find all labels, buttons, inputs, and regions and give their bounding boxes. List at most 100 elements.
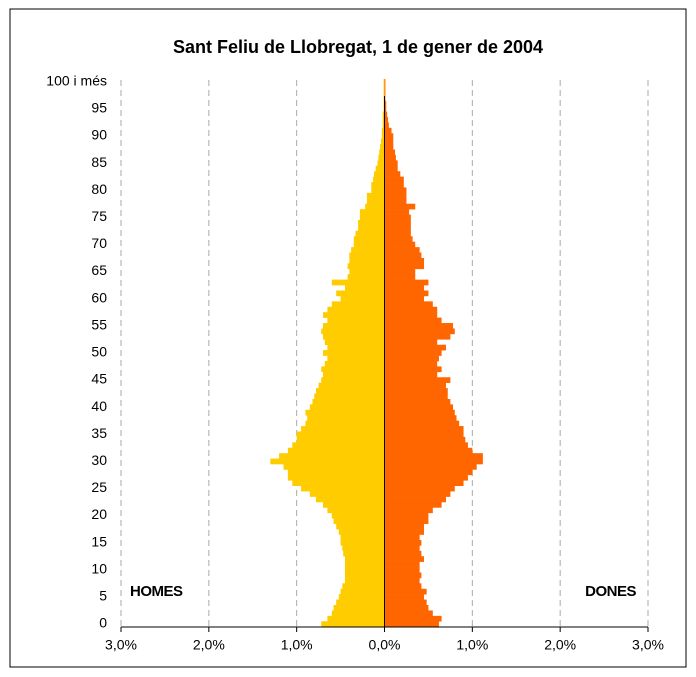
x-tick-label: 1,0% — [281, 637, 313, 653]
bar — [340, 534, 385, 541]
bar — [384, 523, 425, 530]
bar — [384, 377, 451, 383]
bar — [371, 187, 385, 194]
bar — [287, 469, 385, 476]
bar — [384, 480, 464, 487]
y-tick-label: 75 — [91, 208, 107, 224]
bar — [384, 274, 416, 280]
bar — [384, 621, 439, 628]
bar — [358, 225, 385, 232]
bar — [384, 501, 442, 508]
y-tick-label: 0 — [99, 615, 107, 631]
bar — [384, 236, 413, 242]
bar — [318, 382, 385, 389]
bar — [340, 295, 385, 302]
bar — [384, 360, 438, 367]
bar — [384, 106, 387, 112]
bar — [340, 588, 385, 595]
bar — [384, 182, 404, 188]
bar — [384, 366, 442, 373]
bar — [347, 263, 385, 270]
bar — [301, 426, 385, 432]
y-tick-label: 15 — [91, 533, 107, 549]
bar — [384, 469, 473, 476]
bar — [296, 436, 385, 443]
bar — [283, 464, 385, 470]
bar — [359, 214, 385, 221]
bar — [384, 610, 433, 617]
bar — [384, 398, 451, 405]
bar — [384, 144, 394, 150]
y-tick-label: 40 — [91, 398, 107, 414]
y-tick-label: 50 — [91, 344, 107, 360]
bar — [384, 306, 438, 313]
bar — [312, 398, 385, 405]
bar — [384, 588, 427, 595]
bar — [307, 415, 385, 421]
bar — [384, 116, 389, 123]
bar — [270, 458, 385, 465]
bar — [321, 366, 385, 373]
bar — [384, 404, 454, 411]
y-tick-label: 30 — [91, 452, 107, 468]
bar — [384, 187, 407, 194]
bar — [384, 534, 420, 541]
y-tick-label: 100 i més — [46, 72, 107, 88]
bar — [384, 599, 427, 606]
bar — [384, 512, 429, 519]
bar — [384, 355, 439, 362]
bar — [384, 285, 425, 291]
x-tick-label: 1,0% — [456, 637, 488, 653]
bar — [384, 556, 425, 562]
bar — [324, 339, 385, 346]
bar — [384, 474, 468, 481]
bar — [384, 214, 411, 221]
bar — [287, 447, 385, 454]
bar — [323, 312, 385, 318]
bar — [384, 344, 446, 351]
bar — [321, 377, 385, 383]
x-tick-label: 2,0% — [544, 637, 576, 653]
bar — [333, 518, 385, 524]
bar — [321, 328, 385, 335]
bar — [381, 133, 385, 139]
bar — [384, 605, 429, 611]
bar — [382, 111, 385, 118]
bar — [384, 431, 464, 438]
bar — [323, 323, 385, 329]
bar — [323, 501, 385, 508]
bar — [384, 539, 422, 546]
bar — [331, 610, 385, 617]
bar — [384, 241, 416, 248]
bar — [380, 138, 385, 145]
bar — [384, 518, 429, 524]
y-tick-label: 10 — [91, 560, 107, 576]
bar — [383, 84, 385, 91]
bar — [384, 577, 420, 584]
bar — [384, 550, 422, 557]
bar — [384, 312, 438, 318]
bar — [384, 154, 396, 161]
x-tick-label: 2,0% — [193, 637, 225, 653]
bar — [333, 605, 385, 611]
bar — [375, 165, 385, 172]
bar — [315, 496, 385, 503]
bar — [383, 89, 385, 96]
bar — [382, 116, 385, 123]
bar — [384, 257, 425, 264]
bar — [384, 219, 411, 226]
bar — [384, 339, 438, 346]
bar — [384, 317, 442, 324]
bar — [327, 615, 385, 622]
bar — [315, 388, 385, 394]
bar — [384, 393, 448, 400]
annotation: HOMES — [130, 583, 183, 600]
bar — [384, 79, 386, 85]
bar — [384, 149, 396, 156]
bar — [384, 436, 466, 443]
y-tick-label: 90 — [91, 127, 107, 143]
bar — [305, 420, 385, 427]
bar — [384, 420, 460, 427]
bar — [384, 458, 483, 465]
bar — [342, 583, 385, 590]
